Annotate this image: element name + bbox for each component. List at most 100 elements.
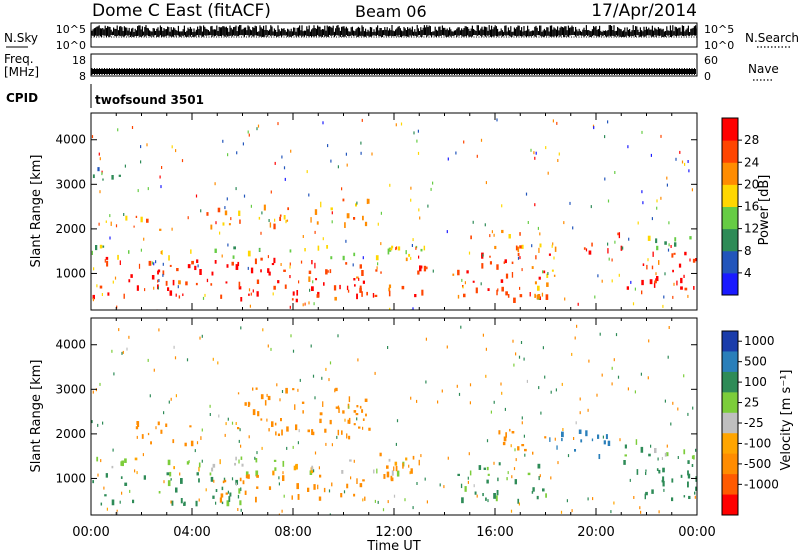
velocity-cell	[282, 471, 284, 475]
power-cell	[569, 201, 571, 205]
velocity-cell	[395, 442, 397, 446]
power-cell	[675, 157, 677, 161]
power-cell	[286, 219, 289, 222]
velocity-cell	[237, 508, 239, 511]
power-cell	[191, 260, 194, 265]
power-cell	[162, 273, 164, 277]
velocity-cell	[539, 474, 541, 478]
power-cell	[463, 140, 465, 144]
velocity-cell	[201, 428, 203, 432]
power-cell	[217, 207, 221, 213]
velocity-cell	[163, 411, 165, 415]
velocity-cell	[666, 452, 669, 457]
cpid-label: CPID	[6, 91, 38, 105]
power-cell	[427, 204, 429, 208]
velocity-cell	[514, 448, 516, 452]
velocity-cell	[412, 506, 414, 510]
velocity-cell	[353, 459, 355, 463]
power-colorbar-label: Power [dB]	[757, 175, 772, 246]
power-cell	[489, 261, 493, 265]
power-cell	[487, 288, 490, 292]
velocity-cell	[240, 326, 242, 330]
power-cell	[588, 250, 592, 255]
velocity-cell	[467, 476, 469, 480]
velocity-cell	[640, 510, 642, 514]
velocity-cell	[256, 486, 259, 489]
velocity-cell	[231, 477, 234, 481]
power-cell	[235, 264, 239, 270]
velocity-cell	[461, 497, 464, 504]
velocity-cell	[404, 498, 406, 502]
velocity-cell	[640, 372, 642, 376]
velocity-marks	[91, 324, 697, 515]
velocity-cell	[416, 482, 418, 485]
power-cell	[489, 255, 491, 258]
power-cell	[110, 221, 112, 226]
velocity-cell	[376, 468, 378, 474]
velocity-cell	[598, 454, 601, 460]
power-cell	[620, 245, 623, 251]
velocity-cell	[318, 496, 322, 501]
power-cell	[548, 253, 551, 256]
velocity-cell	[412, 455, 415, 460]
power-cell	[626, 286, 630, 290]
velocity-cell	[112, 448, 114, 452]
velocity-cell	[186, 461, 190, 465]
velocity-cell	[447, 456, 449, 460]
power-cell	[419, 265, 422, 272]
power-cell	[496, 289, 498, 296]
velocity-cell	[120, 476, 123, 479]
velocity-cell	[255, 387, 258, 390]
velocity-cell	[239, 500, 242, 506]
velocity-cell	[554, 437, 556, 441]
velocity-cell	[527, 472, 531, 476]
velocity-cell	[217, 361, 219, 365]
power-cell	[283, 269, 286, 272]
velocity-cell	[579, 397, 581, 401]
velocity-cell	[513, 467, 516, 471]
power-cell	[590, 205, 592, 209]
velocity-cell	[651, 489, 654, 494]
power-cell	[504, 259, 507, 264]
colorbar-tick-label: 8	[744, 244, 752, 258]
velocity-cell	[664, 399, 666, 403]
velocity-cell	[532, 451, 534, 455]
power-cell	[414, 294, 417, 298]
power-cell	[563, 221, 565, 225]
velocity-cell	[486, 466, 489, 471]
power-cell	[273, 223, 276, 230]
velocity-cell	[319, 418, 322, 424]
velocity-cell	[496, 490, 499, 496]
velocity-cell	[353, 410, 357, 413]
velocity-colorbar-swatches	[722, 331, 738, 516]
power-cell	[534, 294, 537, 298]
velocity-cell	[278, 513, 280, 515]
velocity-cell	[240, 487, 242, 491]
power-cell	[689, 258, 691, 262]
velocity-cell	[571, 352, 573, 356]
velocity-cell	[255, 458, 258, 463]
velocity-cell	[648, 339, 650, 343]
velocity-cell	[328, 378, 330, 382]
power-cell	[296, 290, 299, 296]
power-cell	[360, 141, 362, 145]
velocity-cell	[297, 388, 299, 392]
velocity-cell	[504, 407, 506, 411]
power-cell	[674, 237, 677, 242]
power-cell	[618, 273, 620, 277]
power-cell	[607, 120, 609, 124]
power-cell	[673, 282, 675, 286]
velocity-cell	[694, 495, 696, 499]
power-cell	[647, 235, 651, 241]
power-cell	[330, 256, 333, 260]
power-cell	[480, 282, 482, 286]
colorbar-tick-label: -25	[744, 416, 764, 430]
power-cell	[537, 285, 540, 291]
velocity-cell	[588, 359, 590, 363]
velocity-cell	[668, 326, 670, 329]
velocity-cell	[179, 472, 181, 476]
power-cell	[617, 232, 619, 236]
velocity-cell	[237, 392, 240, 395]
velocity-cell	[607, 440, 611, 447]
power-cell	[256, 279, 260, 285]
